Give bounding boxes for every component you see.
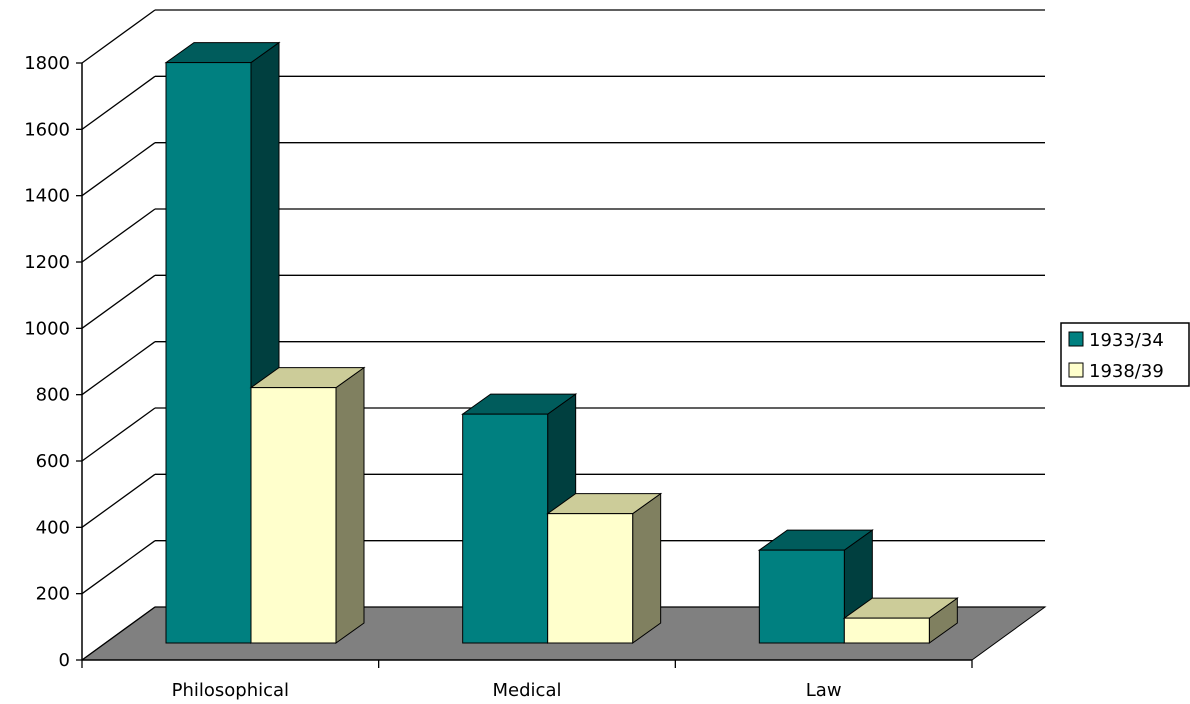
y-tick-label: 200: [36, 584, 70, 605]
gridline-side: [81, 75, 156, 130]
y-tick-label: 1400: [24, 186, 70, 207]
bar-1-law: [757, 529, 874, 644]
bar-front-face: [843, 617, 930, 644]
category-label: Philosophical: [172, 680, 289, 701]
legend: 1933/34 1938/39: [1060, 322, 1190, 387]
gridline-side: [81, 9, 156, 64]
gridline-side: [81, 407, 156, 462]
category-label: Medical: [493, 680, 562, 701]
bar-2-law: [842, 597, 959, 644]
gridline-side: [81, 606, 156, 661]
y-tick-label: 1800: [24, 53, 70, 74]
bar-side-face: [335, 366, 365, 644]
gridline-side: [81, 208, 156, 263]
y-axis-ticks: 0 200 400 600 800 1000 1200 1400 1600 1800: [24, 53, 82, 671]
y-tick-label: 0: [59, 650, 70, 671]
x-axis-categories: Philosophical Medical Law: [172, 680, 842, 701]
y-tick-label: 800: [36, 385, 70, 406]
gridline-side: [81, 274, 156, 329]
legend-swatch-series-2: [1068, 362, 1084, 378]
bar-front-face: [758, 549, 845, 644]
bar-front-face: [462, 413, 549, 644]
legend-label-series-1: 1933/34: [1089, 330, 1164, 351]
gridline-side: [81, 540, 156, 595]
y-tick-label: 1000: [24, 318, 70, 339]
legend-swatch-series-1: [1068, 331, 1084, 347]
bar-front-face: [250, 387, 337, 644]
y-tick-label: 400: [36, 517, 70, 538]
y-tick-label: 1600: [24, 119, 70, 140]
gridline-side: [81, 473, 156, 528]
bar-front-face: [547, 513, 634, 644]
category-label: Law: [806, 680, 842, 701]
bars: [164, 41, 959, 644]
bar-side-face: [632, 492, 662, 644]
bar-front-face: [165, 62, 252, 644]
gridline-side: [81, 341, 156, 396]
legend-label-series-2: 1938/39: [1089, 361, 1164, 382]
bar-2-philosophical: [249, 366, 366, 644]
y-tick-label: 600: [36, 451, 70, 472]
axes: [81, 63, 973, 668]
bar-2-medical: [546, 492, 663, 644]
gridline-side: [81, 142, 156, 197]
y-tick-label: 1200: [24, 252, 70, 273]
